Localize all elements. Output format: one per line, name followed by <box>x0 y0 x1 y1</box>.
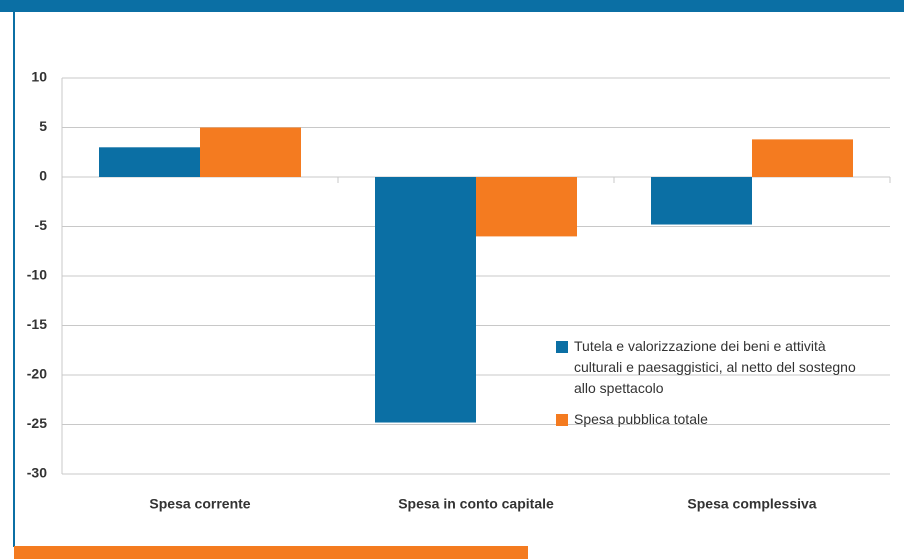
y-tick-label: 5 <box>39 118 47 134</box>
x-tick-label: Spesa complessiva <box>687 496 816 512</box>
bar <box>476 177 577 237</box>
bar <box>375 177 476 423</box>
legend: Tutela e valorizzazione dei beni e attiv… <box>556 336 876 440</box>
legend-label: Tutela e valorizzazione dei beni e attiv… <box>574 338 856 396</box>
y-tick-label: -5 <box>35 217 48 233</box>
y-tick-label: -30 <box>27 465 47 481</box>
y-tick-label: -25 <box>27 415 47 431</box>
y-tick-label: 0 <box>39 168 47 184</box>
legend-item: Spesa pubblica totale <box>556 409 876 430</box>
legend-swatch <box>556 414 568 426</box>
bar <box>99 147 200 177</box>
bar <box>200 127 301 177</box>
legend-swatch <box>556 341 568 353</box>
x-tick-label: Spesa corrente <box>149 496 250 512</box>
y-tick-label: -20 <box>27 366 47 382</box>
y-tick-label: -10 <box>27 267 47 283</box>
bottom-band <box>14 546 528 559</box>
left-border <box>13 12 15 547</box>
bar <box>752 139 853 177</box>
legend-label: Spesa pubblica totale <box>574 411 708 427</box>
legend-item: Tutela e valorizzazione dei beni e attiv… <box>556 336 876 399</box>
bar <box>651 177 752 225</box>
y-tick-label: 10 <box>31 69 47 85</box>
top-band <box>0 0 904 12</box>
x-tick-label: Spesa in conto capitale <box>398 496 554 512</box>
y-tick-label: -15 <box>27 316 47 332</box>
